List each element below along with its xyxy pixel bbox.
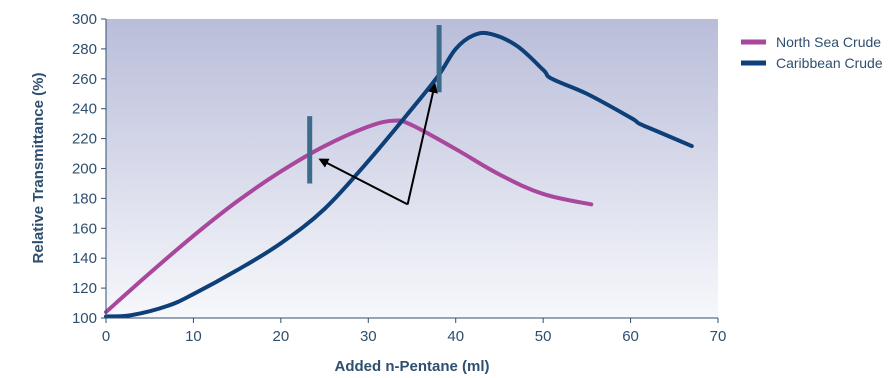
- x-tick-label: 0: [102, 328, 110, 345]
- legend-label: Caribbean Crude: [776, 55, 883, 71]
- x-tick-label: 10: [185, 328, 202, 345]
- x-axis-title: Added n-Pentane (ml): [334, 358, 489, 375]
- legend: North Sea Crude Caribbean Crude: [741, 34, 883, 71]
- y-tick-label: 260: [72, 71, 97, 88]
- plot-area: [106, 19, 718, 318]
- arrow-2: [406, 82, 438, 205]
- caribbean-crude-line: [104, 30, 694, 319]
- y-tick-label: 200: [72, 161, 97, 178]
- y-tick-label: 140: [72, 250, 97, 267]
- x-tick-label: 40: [447, 328, 464, 345]
- y-tick-label: 300: [72, 11, 97, 28]
- x-tick-label: 70: [710, 328, 727, 345]
- legend-label: North Sea Crude: [776, 34, 881, 50]
- y-tick-label: 220: [72, 131, 97, 148]
- x-tick-label: 30: [360, 328, 377, 345]
- y-tick-label: 100: [72, 310, 97, 327]
- x-tick-label: 50: [535, 328, 552, 345]
- y-tick-label: 280: [72, 41, 97, 58]
- y-tick-label: 160: [72, 220, 97, 237]
- y-tick-label: 240: [72, 101, 97, 118]
- y-axis-title: Relative Transmittance (%): [30, 73, 47, 264]
- y-tick-label: 180: [72, 190, 97, 207]
- arrow-1: [318, 158, 409, 206]
- x-tick-label: 20: [273, 328, 290, 345]
- x-tick-label: 60: [622, 328, 639, 345]
- y-tick-label: 120: [72, 280, 97, 297]
- north-sea-crude-line: [104, 118, 594, 315]
